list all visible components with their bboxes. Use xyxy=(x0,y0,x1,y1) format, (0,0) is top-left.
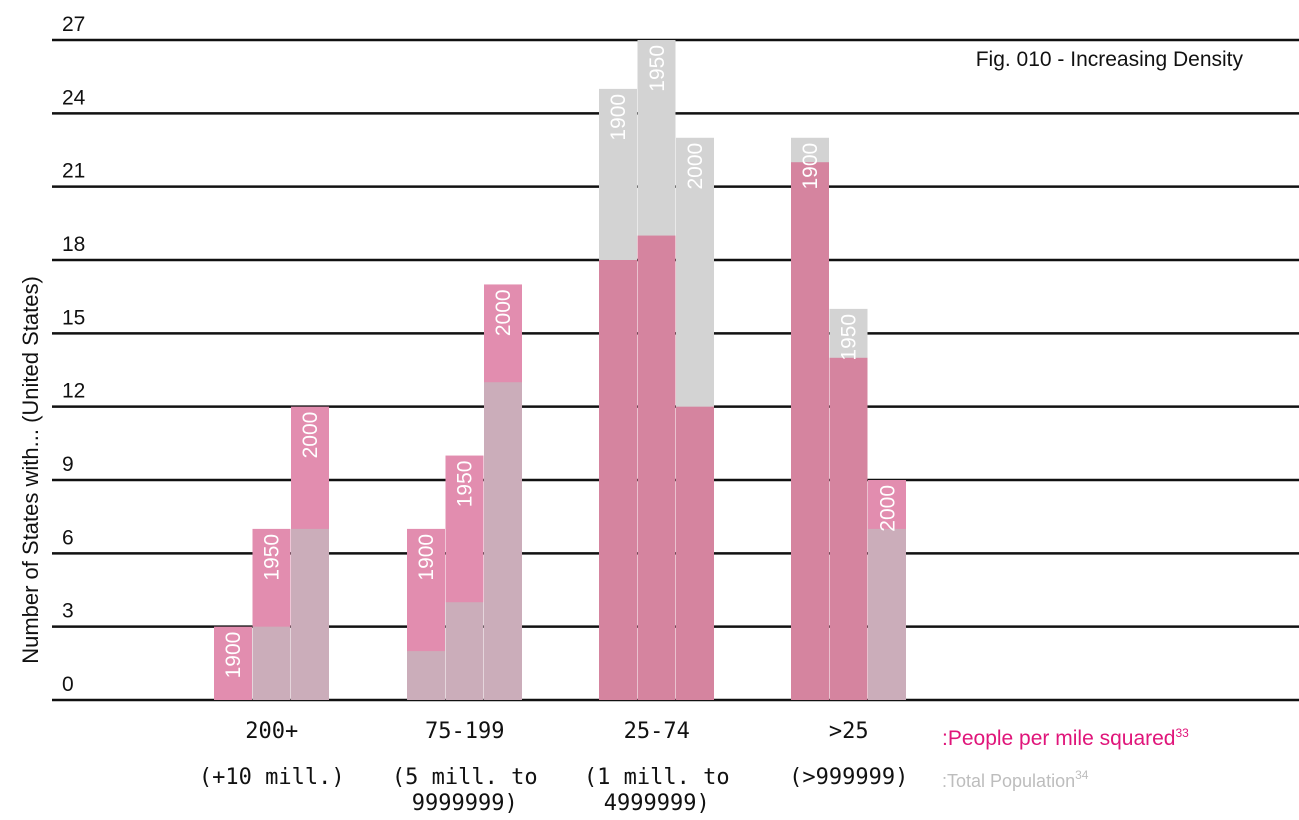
bar-population xyxy=(252,626,291,700)
bar-year-label: 1900 xyxy=(415,534,438,581)
category-label: 200+ xyxy=(245,719,298,744)
bar-year-label: 1950 xyxy=(261,534,284,581)
y-tick-label: 12 xyxy=(62,380,85,403)
bar-population xyxy=(484,382,522,700)
bar-density xyxy=(214,626,252,700)
y-tick-label: 27 xyxy=(62,13,85,36)
y-tick-label: 6 xyxy=(62,526,74,549)
bar-density xyxy=(676,406,714,700)
bar-population xyxy=(868,528,906,700)
bar-year-label: 2000 xyxy=(876,485,899,532)
bar-year-label: 1900 xyxy=(799,143,822,190)
bar-year-label: 1950 xyxy=(838,314,861,361)
bar-population xyxy=(407,651,445,700)
bars: 1900 1950 2000 1900 1950 2000 1900 1950 2000 1900… xyxy=(214,40,906,701)
y-tick-label: 15 xyxy=(62,306,85,329)
bar-year-label: 1900 xyxy=(607,94,630,141)
category-sublabel: (>999999) xyxy=(789,765,908,790)
category-label: >25 xyxy=(829,719,869,744)
bar-density xyxy=(791,162,829,700)
legend: :People per mile squared33 :Total Popula… xyxy=(942,726,1189,791)
category-sublabel: 9999999) xyxy=(412,791,518,816)
y-tick-label: 21 xyxy=(62,160,85,183)
bar-population xyxy=(445,602,484,700)
category-sublabel: (5 mill. to xyxy=(392,765,538,790)
category-labels: 200+ (+10 mill.) 75-199 (5 mill. to9999999)… xyxy=(199,719,908,816)
legend-entry-total-population: :Total Population34 xyxy=(942,768,1089,791)
y-tick-label: 0 xyxy=(62,673,74,696)
bar-density xyxy=(599,260,637,700)
y-axis-label: Number of States with... (United States) xyxy=(18,276,43,664)
bar-population xyxy=(291,528,329,700)
bar-year-label: 2000 xyxy=(684,143,707,190)
legend-entry-people-per-mile: :People per mile squared33 xyxy=(942,726,1189,750)
bar-year-label: 1900 xyxy=(222,632,245,679)
bar-density xyxy=(829,357,868,700)
category-label: 25-74 xyxy=(624,719,690,744)
legend-label: :People per mile squared xyxy=(942,727,1175,750)
legend-label: :Total Population xyxy=(942,771,1075,791)
bar-year-label: 2000 xyxy=(299,412,322,459)
category-sublabel: (1 mill. to xyxy=(584,765,730,790)
y-tick-label: 24 xyxy=(62,86,86,109)
y-tick-label: 18 xyxy=(62,233,85,256)
y-tick-labels: 0 3 6 9 12 15 18 21 24 27 xyxy=(62,13,86,696)
chart-title: Fig. 010 - Increasing Density xyxy=(976,48,1244,71)
category-label: 75-199 xyxy=(425,719,504,744)
legend-footnote: 33 xyxy=(1175,726,1189,740)
bar-year-label: 2000 xyxy=(492,289,515,336)
y-tick-label: 3 xyxy=(62,600,74,623)
bar-year-label: 1950 xyxy=(454,461,477,508)
legend-footnote: 34 xyxy=(1075,768,1089,782)
bar-year-label: 1950 xyxy=(646,45,669,92)
y-tick-label: 9 xyxy=(62,453,74,476)
bar-density xyxy=(637,235,676,701)
category-sublabel: (+10 mill.) xyxy=(199,765,345,790)
category-sublabel: 4999999) xyxy=(604,791,710,816)
